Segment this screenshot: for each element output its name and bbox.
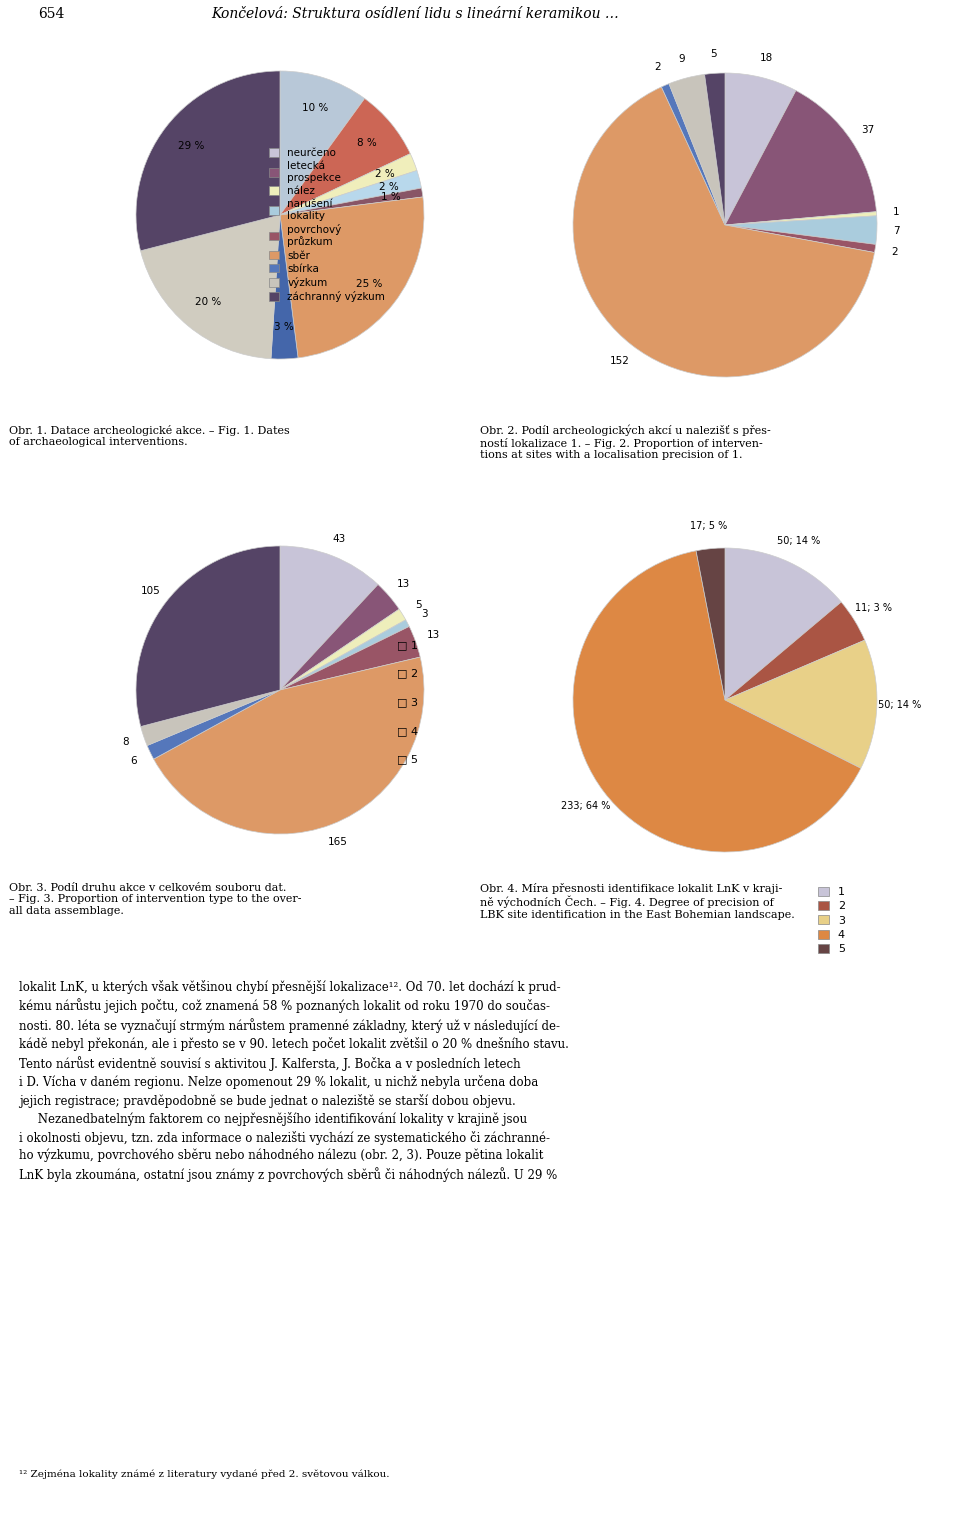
Wedge shape: [280, 71, 365, 215]
Wedge shape: [725, 225, 876, 253]
Text: □ 3: □ 3: [397, 697, 418, 707]
Wedge shape: [280, 584, 399, 690]
Text: 20 %: 20 %: [195, 297, 222, 307]
Wedge shape: [141, 690, 280, 746]
Wedge shape: [725, 548, 841, 701]
Text: 43: 43: [333, 534, 347, 543]
Text: 50; 14 %: 50; 14 %: [878, 701, 922, 710]
Text: 1 %: 1 %: [381, 192, 401, 203]
Text: 11; 3 %: 11; 3 %: [855, 604, 892, 613]
Wedge shape: [136, 71, 280, 251]
Text: 105: 105: [141, 586, 161, 596]
Wedge shape: [154, 657, 424, 834]
Text: 2: 2: [892, 247, 898, 257]
Wedge shape: [280, 626, 420, 690]
Wedge shape: [280, 197, 424, 359]
Wedge shape: [725, 73, 796, 225]
Wedge shape: [280, 98, 410, 215]
Wedge shape: [280, 171, 421, 215]
Wedge shape: [725, 91, 876, 225]
Wedge shape: [725, 640, 877, 769]
Text: 165: 165: [328, 837, 348, 847]
Legend: 1, 2, 3, 4, 5: 1, 2, 3, 4, 5: [816, 884, 847, 956]
Text: 9: 9: [678, 54, 684, 64]
Text: Končelová: Struktura osídlení lidu s lineární keramikou …: Končelová: Struktura osídlení lidu s lin…: [211, 8, 619, 21]
Text: 1: 1: [893, 207, 900, 218]
Text: Obr. 3. Podíl druhu akce v celkovém souboru dat.
– Fig. 3. Proportion of interve: Obr. 3. Podíl druhu akce v celkovém soub…: [10, 882, 301, 915]
Text: 233; 64 %: 233; 64 %: [561, 800, 611, 811]
Wedge shape: [705, 73, 725, 225]
Wedge shape: [573, 86, 875, 377]
Wedge shape: [280, 610, 406, 690]
Text: 29 %: 29 %: [178, 141, 204, 151]
Text: 2 %: 2 %: [379, 182, 398, 192]
Wedge shape: [280, 546, 378, 690]
Text: Obr. 1. Datace archeologické akce. – Fig. 1. Dates
of archaeological interventio: Obr. 1. Datace archeologické akce. – Fig…: [10, 425, 290, 448]
Text: 7: 7: [894, 225, 900, 236]
Text: lokalit LnK, u kterých však většinou chybí přesnější lokalizace¹². Od 70. let do: lokalit LnK, u kterých však většinou chy…: [19, 980, 569, 1182]
Text: 152: 152: [610, 356, 630, 366]
Wedge shape: [140, 215, 280, 359]
Wedge shape: [725, 602, 865, 701]
Wedge shape: [280, 188, 422, 215]
Text: □ 5: □ 5: [397, 755, 418, 764]
Legend: neurčeno, letecká
prospekce, nález, narušení
lokality, povrchový
průzkum, sběr, : neurčeno, letecká prospekce, nález, naru…: [267, 145, 388, 304]
Text: □ 2: □ 2: [397, 669, 419, 679]
Wedge shape: [725, 212, 876, 225]
Text: 10 %: 10 %: [301, 103, 327, 113]
Text: 17; 5 %: 17; 5 %: [689, 520, 727, 531]
Wedge shape: [136, 546, 280, 726]
Wedge shape: [271, 215, 298, 359]
Text: 5: 5: [710, 48, 717, 59]
Text: Obr. 4. Míra přesnosti identifikace lokalit LnK v kraji-
ně východních Čech. – F: Obr. 4. Míra přesnosti identifikace loka…: [480, 882, 795, 920]
Text: 3 %: 3 %: [274, 322, 294, 333]
Wedge shape: [661, 83, 725, 225]
Text: ¹² Zejména lokality známé z literatury vydané před 2. světovou válkou.: ¹² Zejména lokality známé z literatury v…: [19, 1469, 390, 1480]
Text: 2: 2: [654, 62, 660, 73]
Text: 18: 18: [759, 53, 773, 64]
Wedge shape: [696, 548, 725, 701]
Text: 13: 13: [426, 629, 440, 640]
Text: 8 %: 8 %: [357, 138, 376, 148]
Text: 37: 37: [861, 126, 875, 135]
Text: 50; 14 %: 50; 14 %: [777, 537, 820, 546]
Text: 3: 3: [420, 610, 427, 619]
Text: Obr. 2. Podíl archeologických akcí u nalezišť s přes-
ností lokalizace 1. – Fig.: Obr. 2. Podíl archeologických akcí u nal…: [480, 425, 771, 460]
Wedge shape: [725, 216, 877, 245]
Text: 8: 8: [123, 737, 130, 747]
Text: □ 4: □ 4: [397, 726, 419, 735]
Text: 25 %: 25 %: [355, 278, 382, 289]
Wedge shape: [573, 551, 861, 852]
Text: □ 1: □ 1: [397, 640, 418, 651]
Wedge shape: [280, 620, 409, 690]
Text: 654: 654: [38, 8, 64, 21]
Text: 5: 5: [415, 599, 421, 610]
Text: 2 %: 2 %: [374, 168, 395, 179]
Text: 13: 13: [396, 579, 410, 589]
Wedge shape: [280, 154, 417, 215]
Wedge shape: [669, 74, 725, 225]
Wedge shape: [147, 690, 280, 760]
Text: 6: 6: [130, 755, 136, 766]
